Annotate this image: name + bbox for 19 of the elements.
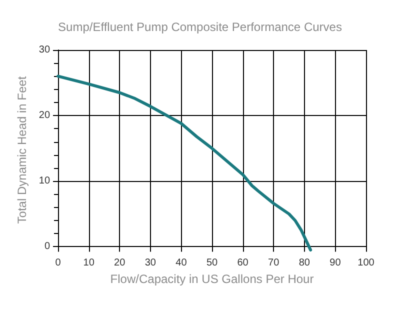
x-tick-label: 90 (330, 258, 342, 268)
x-tick-label: 50 (206, 258, 218, 268)
y-tick-label: 10 (38, 176, 50, 187)
x-tick-label: 10 (83, 258, 95, 268)
x-tick-label: 20 (114, 258, 126, 268)
x-tick-label: 80 (298, 258, 310, 268)
x-tick-label: 30 (144, 258, 156, 268)
chart-title: Sump/Effluent Pump Composite Performance Curves (58, 20, 342, 34)
x-tick-label: 0 (55, 258, 62, 268)
x-tick-label: 60 (237, 258, 249, 268)
y-axis-title: Total Dynamic Head in Feet (15, 76, 29, 224)
y-tick-label: 0 (44, 241, 50, 252)
x-tick-label: 100 (358, 258, 375, 268)
line-series (56, 74, 312, 252)
y-tick-label: 30 (38, 44, 50, 56)
x-tick-label: 70 (268, 258, 280, 268)
y-tick-label: 20 (38, 110, 50, 122)
x-axis-title: Flow/Capacity in US Gallons Per Hour (110, 272, 314, 286)
x-tick-label: 40 (176, 258, 188, 268)
